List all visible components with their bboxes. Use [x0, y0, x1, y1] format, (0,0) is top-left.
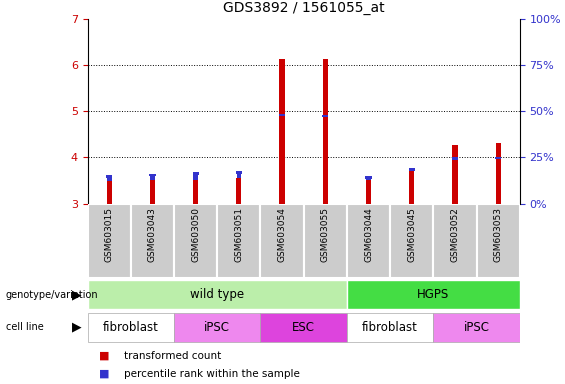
Bar [322, 114, 328, 118]
Bar [452, 157, 458, 160]
Title: GDS3892 / 1561055_at: GDS3892 / 1561055_at [223, 2, 385, 15]
Text: ■: ■ [99, 351, 110, 361]
Text: fibroblast: fibroblast [362, 321, 418, 334]
Text: ▶: ▶ [72, 321, 82, 334]
Bar [174, 204, 217, 278]
Bar [453, 144, 458, 204]
Text: iPSC: iPSC [204, 321, 231, 334]
Bar [236, 178, 241, 204]
Text: GSM603052: GSM603052 [450, 207, 459, 262]
Bar [347, 204, 390, 278]
Bar [409, 167, 414, 204]
Bar [366, 176, 372, 179]
Bar [174, 313, 260, 342]
Bar [107, 181, 112, 204]
Bar [88, 313, 174, 342]
Bar [149, 174, 155, 176]
Bar [323, 59, 328, 204]
Bar [193, 172, 199, 175]
Bar [193, 172, 198, 204]
Text: percentile rank within the sample: percentile rank within the sample [124, 369, 300, 379]
Bar [236, 178, 241, 204]
Bar [107, 175, 111, 204]
Bar [495, 157, 501, 159]
Bar [453, 157, 457, 204]
Text: GSM603015: GSM603015 [105, 207, 114, 262]
Text: cell line: cell line [6, 322, 44, 333]
Bar [433, 204, 477, 278]
Text: fibroblast: fibroblast [103, 321, 159, 334]
Bar [237, 171, 241, 204]
Bar [193, 180, 198, 204]
Bar [433, 313, 520, 342]
Bar [496, 143, 501, 204]
Bar [106, 175, 112, 178]
Text: GSM603044: GSM603044 [364, 207, 373, 262]
Bar [280, 114, 284, 204]
Bar [193, 180, 198, 204]
Bar [347, 280, 520, 310]
Bar [107, 181, 112, 204]
Bar [496, 157, 501, 204]
Bar [88, 204, 131, 278]
Text: wild type: wild type [190, 288, 244, 301]
Bar [260, 204, 304, 278]
Text: GSM603055: GSM603055 [321, 207, 330, 262]
Bar [150, 180, 155, 204]
Text: GSM603053: GSM603053 [494, 207, 503, 262]
Bar [88, 280, 347, 310]
Bar [304, 204, 347, 278]
Bar [150, 180, 155, 204]
Bar [323, 59, 328, 204]
Bar [260, 313, 347, 342]
Bar [409, 167, 414, 204]
Bar [280, 59, 285, 204]
Bar [408, 169, 415, 171]
Text: GSM603043: GSM603043 [148, 207, 157, 262]
Bar [366, 180, 371, 204]
Text: ESC: ESC [292, 321, 315, 334]
Bar [236, 171, 242, 174]
Text: genotype/variation: genotype/variation [6, 290, 98, 300]
Text: GSM603050: GSM603050 [191, 207, 200, 262]
Bar [453, 144, 458, 204]
Text: ■: ■ [99, 369, 110, 379]
Bar [366, 176, 371, 204]
Text: iPSC: iPSC [463, 321, 490, 334]
Bar [131, 204, 174, 278]
Text: HGPS: HGPS [417, 288, 450, 301]
Text: transformed count: transformed count [124, 351, 221, 361]
Bar [410, 169, 414, 204]
Bar [280, 59, 285, 204]
Text: ▶: ▶ [72, 288, 82, 301]
Text: GSM603045: GSM603045 [407, 207, 416, 262]
Text: GSM603054: GSM603054 [277, 207, 286, 262]
Bar [150, 174, 155, 204]
Bar [218, 204, 260, 278]
Bar [477, 204, 520, 278]
Bar [347, 313, 433, 342]
Bar [279, 114, 285, 116]
Text: GSM603051: GSM603051 [234, 207, 244, 262]
Bar [496, 143, 501, 204]
Bar [390, 204, 433, 278]
Bar [323, 114, 328, 204]
Bar [366, 180, 371, 204]
